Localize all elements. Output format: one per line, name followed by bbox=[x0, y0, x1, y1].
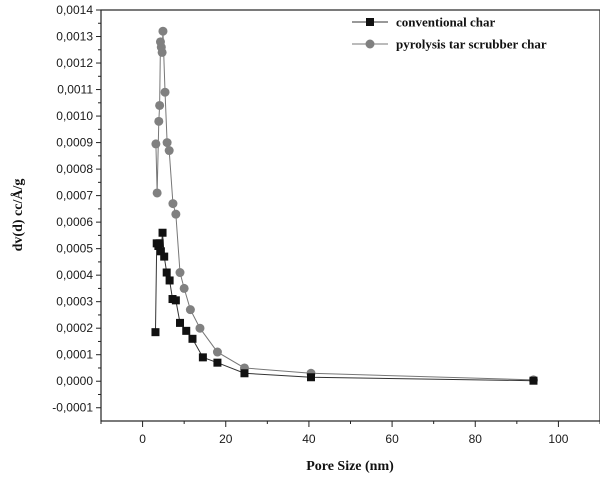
data-point bbox=[171, 296, 180, 305]
data-point bbox=[306, 373, 315, 382]
series-line bbox=[154, 232, 534, 382]
y-tick-label: 0,0006 bbox=[56, 215, 93, 229]
data-point bbox=[160, 252, 169, 261]
data-point bbox=[176, 318, 185, 327]
y-tick-label: 0,0001 bbox=[56, 348, 93, 362]
data-point bbox=[151, 139, 161, 149]
y-tick-label: 0,0008 bbox=[56, 162, 93, 176]
series-line bbox=[155, 31, 534, 381]
data-point bbox=[162, 268, 171, 277]
data-point bbox=[175, 268, 185, 278]
data-point bbox=[165, 276, 174, 285]
data-point bbox=[212, 347, 222, 357]
legend-entry: conventional char bbox=[352, 15, 496, 30]
legend-label: pyrolysis tar scrubber char bbox=[396, 37, 547, 52]
data-point bbox=[158, 26, 168, 36]
data-point bbox=[168, 199, 178, 209]
y-tick-label: 0,0000 bbox=[56, 374, 93, 388]
data-point bbox=[240, 369, 249, 378]
data-point bbox=[154, 116, 164, 126]
x-axis: 0 20 40 60 80 100 bbox=[100, 421, 600, 446]
y-tick-label: 0,0009 bbox=[56, 136, 93, 150]
series-layer bbox=[151, 26, 538, 385]
data-point bbox=[162, 138, 172, 148]
data-point bbox=[171, 209, 181, 219]
legend-label: conventional char bbox=[396, 15, 496, 30]
data-point bbox=[157, 47, 167, 57]
x-tick-label: 80 bbox=[469, 432, 483, 446]
x-axis-title: Pore Size (nm) bbox=[306, 459, 394, 474]
y-axis: -0,0001 0,0000 0,0001 0,0002 0,0003 0,0004 0,0… bbox=[52, 3, 101, 415]
x-tick-label: 40 bbox=[302, 432, 316, 446]
data-point bbox=[179, 283, 189, 293]
x-tick-label: 60 bbox=[385, 432, 399, 446]
data-point bbox=[160, 87, 170, 97]
legend-entry: pyrolysis tar scrubber char bbox=[352, 37, 547, 52]
x-tick-label: 0 bbox=[139, 432, 146, 446]
data-point bbox=[164, 146, 174, 156]
x-tick-label: 20 bbox=[219, 432, 233, 446]
data-point bbox=[182, 326, 191, 335]
y-tick-label: 0,0013 bbox=[56, 30, 93, 44]
data-point bbox=[155, 239, 164, 248]
y-tick-label: 0,0014 bbox=[56, 3, 93, 17]
series-circle bbox=[151, 26, 538, 385]
y-tick-label: 0,0004 bbox=[56, 268, 93, 282]
data-point bbox=[151, 328, 160, 337]
x-tick-label: 100 bbox=[548, 432, 568, 446]
y-tick-label: 0,0011 bbox=[57, 83, 93, 97]
y-tick-label: 0,0012 bbox=[56, 56, 93, 70]
data-point bbox=[198, 353, 207, 362]
data-point bbox=[158, 228, 167, 237]
data-point bbox=[529, 376, 538, 385]
legend: conventional char pyrolysis tar scrubber … bbox=[352, 15, 547, 52]
data-point bbox=[152, 188, 162, 198]
series-square bbox=[151, 228, 538, 385]
legend-marker bbox=[366, 18, 374, 26]
data-point bbox=[195, 323, 205, 333]
y-tick-label: -0,0001 bbox=[52, 401, 93, 415]
data-point bbox=[156, 247, 165, 256]
y-tick-label: 0,0002 bbox=[56, 321, 93, 335]
data-point bbox=[188, 334, 197, 343]
y-tick-label: 0,0003 bbox=[56, 295, 93, 309]
y-tick-label: 0,0005 bbox=[56, 242, 93, 256]
legend-marker bbox=[365, 39, 375, 49]
data-point bbox=[185, 305, 195, 315]
y-tick-label: 0,0007 bbox=[56, 189, 93, 203]
data-point bbox=[213, 358, 222, 367]
y-axis-title: dv(d) cc/Å/g bbox=[10, 179, 26, 252]
y-tick-label: 0,0010 bbox=[56, 109, 93, 123]
data-point bbox=[155, 100, 165, 110]
